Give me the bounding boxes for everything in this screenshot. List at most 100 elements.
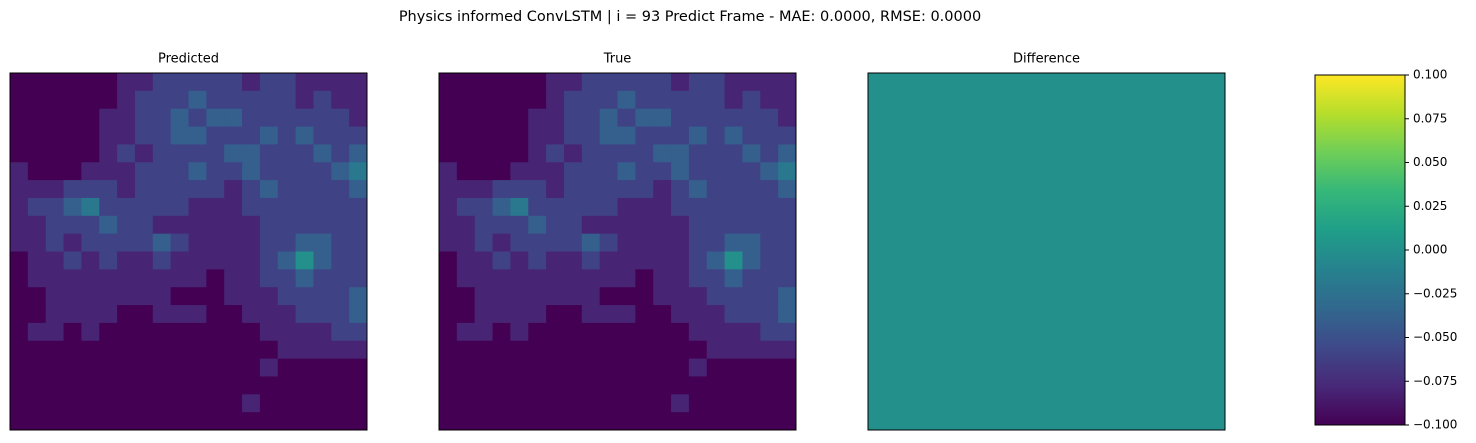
- heatmap-cell: [439, 180, 458, 199]
- heatmap-cell: [349, 251, 368, 270]
- heatmap-cell: [760, 197, 779, 217]
- heatmap-cell: [10, 322, 29, 342]
- heatmap-cell: [635, 126, 654, 145]
- heatmap-cell: [599, 215, 618, 235]
- heatmap-cell: [313, 251, 332, 270]
- heatmap-cell: [259, 180, 279, 199]
- heatmap-cell: [546, 197, 565, 217]
- heatmap-cell: [81, 305, 100, 324]
- heatmap-cell: [27, 322, 47, 342]
- heatmap-cell: [81, 394, 100, 413]
- heatmap-cell: [706, 322, 726, 342]
- heatmap-cell: [581, 90, 601, 110]
- heatmap-cell: [581, 322, 601, 342]
- heatmap-cell: [546, 180, 565, 199]
- heatmap-cell: [760, 376, 779, 395]
- heatmap-cell: [492, 305, 511, 324]
- heatmap-cell: [81, 215, 100, 235]
- heatmap-cell: [295, 197, 314, 217]
- heatmap-cell: [27, 305, 47, 324]
- heatmap-cell: [99, 90, 118, 110]
- heatmap-cell: [10, 269, 29, 288]
- heatmap-cell: [778, 305, 797, 324]
- heatmap-cell: [349, 287, 368, 306]
- heatmap-cell: [331, 162, 350, 181]
- heatmap-cell: [99, 376, 118, 395]
- heatmap-cell: [492, 358, 511, 377]
- heatmap-cell: [742, 162, 761, 181]
- heatmap-cell: [277, 251, 297, 270]
- heatmap-cell: [295, 394, 314, 413]
- heatmap-cell: [295, 215, 314, 235]
- heatmap-cell: [27, 126, 47, 145]
- heatmap-cell: [224, 180, 243, 199]
- heatmap-cell: [653, 269, 672, 288]
- heatmap-cell: [99, 73, 118, 92]
- heatmap-cell: [224, 358, 243, 377]
- heatmap-cell: [688, 215, 708, 235]
- heatmap-cell: [456, 144, 476, 163]
- heatmap-cell: [724, 340, 743, 360]
- heatmap-cell: [313, 144, 332, 163]
- heatmap-cell: [10, 251, 29, 270]
- heatmap-cell: [45, 358, 65, 377]
- heatmap-cell: [188, 412, 207, 431]
- heatmap-cell: [349, 73, 368, 92]
- heatmap-cell: [10, 90, 29, 110]
- heatmap-cell: [99, 287, 118, 306]
- heatmap-cell: [510, 126, 529, 145]
- heatmap-cell: [528, 394, 547, 413]
- heatmap-cell: [259, 197, 279, 217]
- heatmap-cell: [63, 197, 82, 217]
- heatmap-cell: [617, 215, 636, 235]
- heatmap-cell: [134, 322, 154, 342]
- heatmap-cell: [599, 340, 618, 360]
- heatmap-cell: [45, 197, 65, 217]
- heatmap-cell: [188, 215, 207, 235]
- heatmap-cell: [313, 90, 332, 110]
- heatmap-cell: [259, 358, 279, 377]
- heatmap-cell: [152, 251, 172, 270]
- heatmap-cell: [188, 180, 207, 199]
- heatmap-cell: [349, 108, 368, 128]
- heatmap-cell: [439, 251, 458, 270]
- colorbar-tick-label: 0.075: [1413, 111, 1447, 125]
- heatmap-cell: [510, 180, 529, 199]
- heatmap-cell: [474, 126, 494, 145]
- panel-title: Difference: [1013, 52, 1080, 67]
- heatmap-cell: [760, 412, 779, 431]
- colorbar-tick-label: 0.025: [1413, 199, 1447, 213]
- heatmap-cell: [617, 233, 636, 252]
- heatmap-cell: [492, 412, 511, 431]
- heatmap-cell: [242, 90, 261, 110]
- heatmap-cell: [474, 394, 494, 413]
- heatmap-cell: [528, 340, 547, 360]
- heatmap-cell: [742, 108, 761, 128]
- heatmap-cell: [349, 376, 368, 395]
- heatmap-cell: [170, 180, 189, 199]
- heatmap-cell: [724, 90, 743, 110]
- heatmap-cell: [778, 90, 797, 110]
- heatmap-cell: [206, 394, 225, 413]
- heatmap-cell: [760, 322, 779, 342]
- heatmap-cell: [528, 108, 547, 128]
- heatmap-cell: [242, 144, 261, 163]
- heatmap-cell: [688, 358, 708, 377]
- heatmap-cell: [724, 394, 743, 413]
- heatmap-cell: [868, 73, 1226, 431]
- heatmap-cell: [349, 162, 368, 181]
- heatmap-cell: [27, 144, 47, 163]
- heatmap-cell: [653, 233, 672, 252]
- heatmap-cell: [277, 90, 297, 110]
- heatmap-cell: [599, 358, 618, 377]
- heatmap-cell: [581, 340, 601, 360]
- heatmap-cell: [599, 376, 618, 395]
- heatmap-cell: [528, 73, 547, 92]
- heatmap-cell: [134, 90, 154, 110]
- heatmap-cell: [117, 251, 136, 270]
- panel-title: True: [603, 52, 632, 67]
- heatmap-cell: [206, 73, 225, 92]
- heatmap-cell: [10, 162, 29, 181]
- heatmap-cell: [563, 108, 583, 128]
- heatmap-cell: [27, 251, 47, 270]
